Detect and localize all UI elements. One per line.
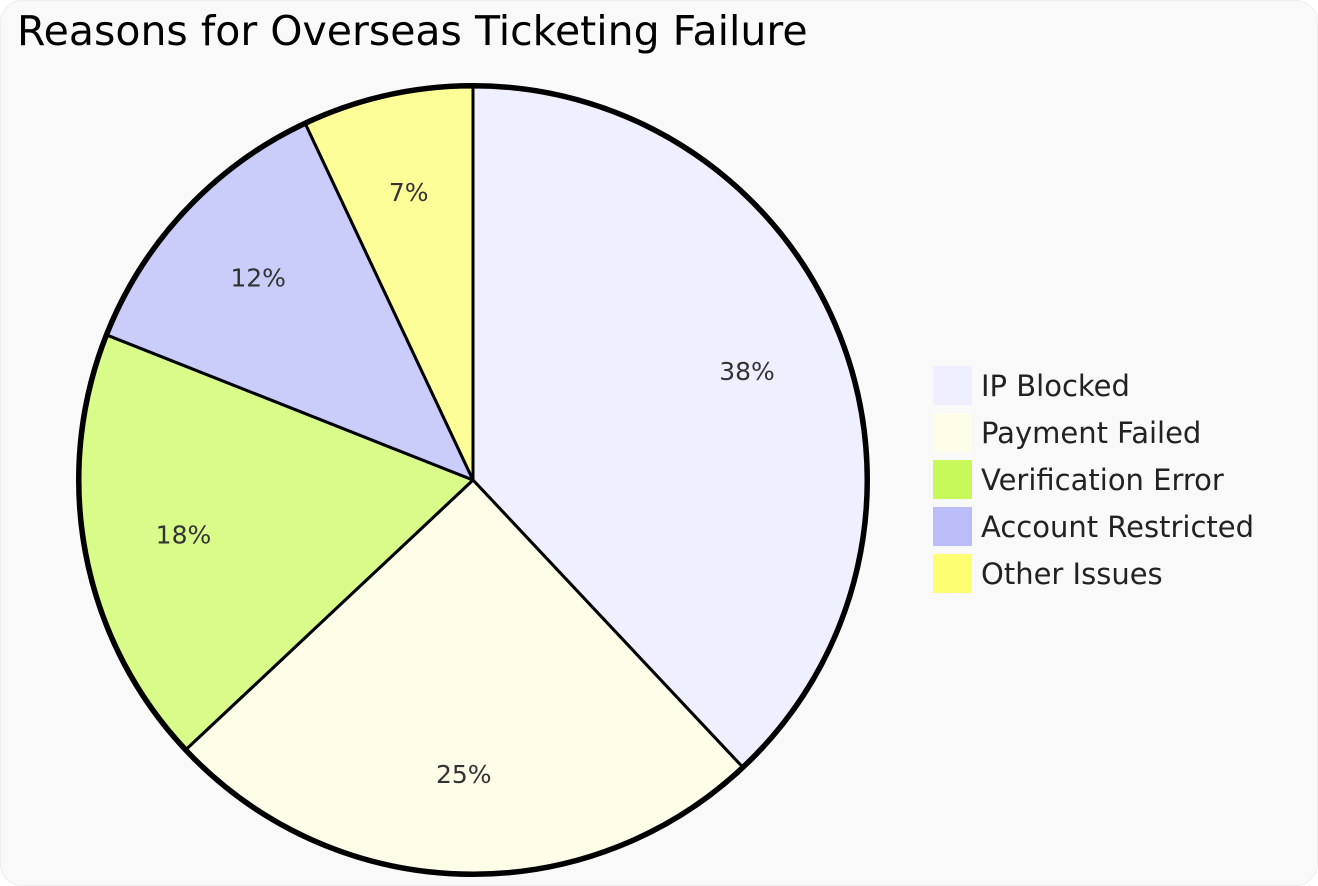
pie-slice-payment-failed — [185, 478, 744, 875]
legend-swatch — [933, 460, 972, 499]
legend-label: IP Blocked — [981, 368, 1130, 403]
legend-label: Other Issues — [981, 556, 1163, 591]
legend-item: Verification Error — [933, 456, 1254, 503]
legend: IP Blocked Payment Failed Verification Err… — [933, 362, 1254, 597]
legend-swatch — [933, 507, 972, 546]
legend-item: Other Issues — [933, 550, 1254, 597]
legend-label: Payment Failed — [981, 415, 1202, 450]
legend-swatch — [933, 554, 972, 593]
pie-slice-ip-blocked — [471, 85, 868, 768]
pie-outline — [76, 83, 870, 877]
legend-item: Account Restricted — [933, 503, 1254, 550]
pie-slice-other-issues — [304, 85, 475, 482]
legend-item: IP Blocked — [933, 362, 1254, 409]
slice-label: 38% — [719, 357, 775, 386]
pie-slice-account-restricted — [106, 122, 475, 482]
legend-swatch — [933, 366, 972, 405]
pie-slice-verification-error — [78, 333, 475, 751]
slice-label: 18% — [156, 521, 212, 550]
chart-title: Reasons for Overseas Ticketing Failure — [17, 7, 808, 55]
legend-label: Account Restricted — [981, 509, 1255, 544]
legend-item: Payment Failed — [933, 409, 1254, 456]
slice-label: 7% — [389, 178, 429, 207]
legend-swatch — [933, 413, 972, 452]
slice-label: 12% — [230, 264, 286, 293]
legend-label: Verification Error — [981, 462, 1224, 497]
slice-label: 25% — [436, 760, 492, 789]
